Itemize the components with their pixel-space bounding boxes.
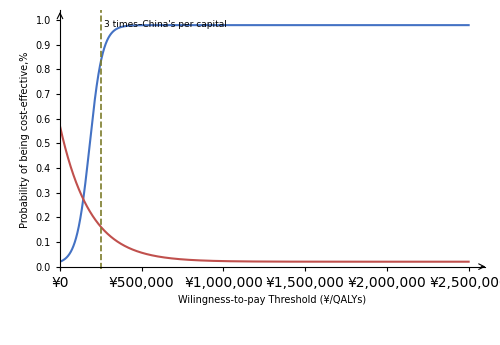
Text: 3 times–China's per capital: 3 times–China's per capital	[104, 20, 228, 29]
X-axis label: Wilingness-to-pay Threshold (¥/QALYs): Wilingness-to-pay Threshold (¥/QALYs)	[178, 295, 366, 305]
Y-axis label: Probability of being cost-effective,%: Probability of being cost-effective,%	[20, 51, 30, 228]
